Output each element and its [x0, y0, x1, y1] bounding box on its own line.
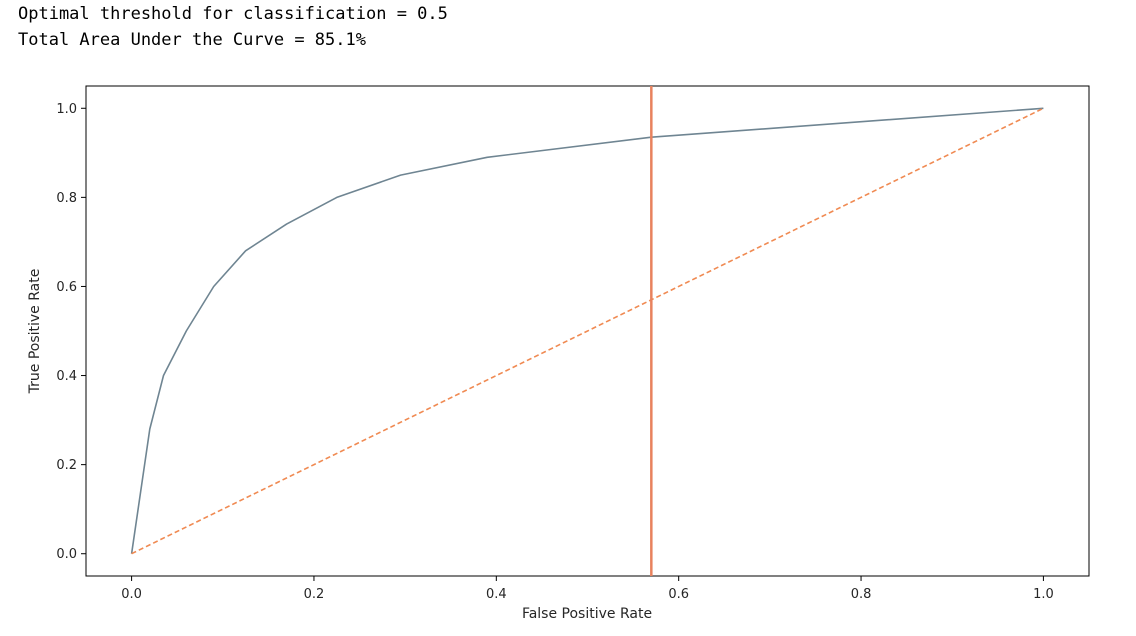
x-tick-label: 0.8 [851, 587, 872, 602]
y-tick-label: 0.4 [56, 369, 77, 384]
y-tick-label: 0.0 [56, 547, 77, 562]
roc-curve-line [130, 107, 1044, 554]
auc-text: Total Area Under the Curve = 85.1% [18, 30, 366, 50]
x-tick-label: 0.4 [486, 587, 507, 602]
x-tick-label: 0.6 [668, 587, 689, 602]
baseline-dashed-line [131, 107, 1044, 555]
x-tick-label: 0.0 [121, 587, 142, 602]
x-tick-label: 0.2 [304, 587, 325, 602]
y-tick-label: 0.2 [56, 458, 77, 473]
x-tick-label: 1.0 [1033, 587, 1054, 602]
y-tick-label: 1.0 [56, 102, 77, 117]
series-layer [130, 86, 1044, 576]
y-tick-label: 0.6 [56, 280, 77, 295]
x-axis-label: False Positive Rate [522, 606, 652, 622]
plot-frame [85, 85, 1090, 577]
optimal-threshold-text: Optimal threshold for classification = 0… [18, 4, 448, 24]
y-axis-ticks: 0.0 0.2 0.4 0.6 0.8 1.0 [56, 102, 86, 562]
x-axis-ticks: 0.0 0.2 0.4 0.6 0.8 1.0 [121, 576, 1054, 602]
y-axis-label: True Positive Rate [27, 269, 43, 395]
y-tick-label: 0.8 [56, 191, 77, 206]
